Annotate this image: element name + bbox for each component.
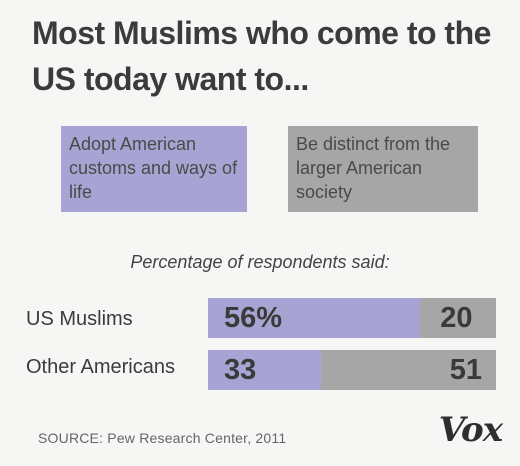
vox-logo: Vox (438, 410, 503, 450)
bar-row-other-americans: 33 51 (208, 350, 496, 390)
legend-adopt: Adopt American customs and ways of life (61, 126, 247, 212)
bar-distinct-us-muslims: 20 (420, 298, 496, 338)
bar-row-us-muslims: 56% 20 (208, 298, 496, 338)
bar-distinct-other-americans: 51 (321, 350, 496, 390)
source-note: SOURCE: Pew Research Center, 2011 (38, 430, 287, 446)
category-label-us-muslims: US Muslims (26, 308, 133, 330)
bar-adopt-us-muslims: 56% (208, 298, 421, 338)
chart-title: Most Muslims who come to the US today wa… (32, 15, 491, 97)
bar-adopt-other-americans: 33 (208, 350, 322, 390)
category-label-other-americans: Other Americans (26, 356, 175, 378)
legend-distinct: Be distinct from the larger American soc… (288, 126, 478, 212)
chart-subtitle: Percentage of respondents said: (130, 252, 390, 272)
